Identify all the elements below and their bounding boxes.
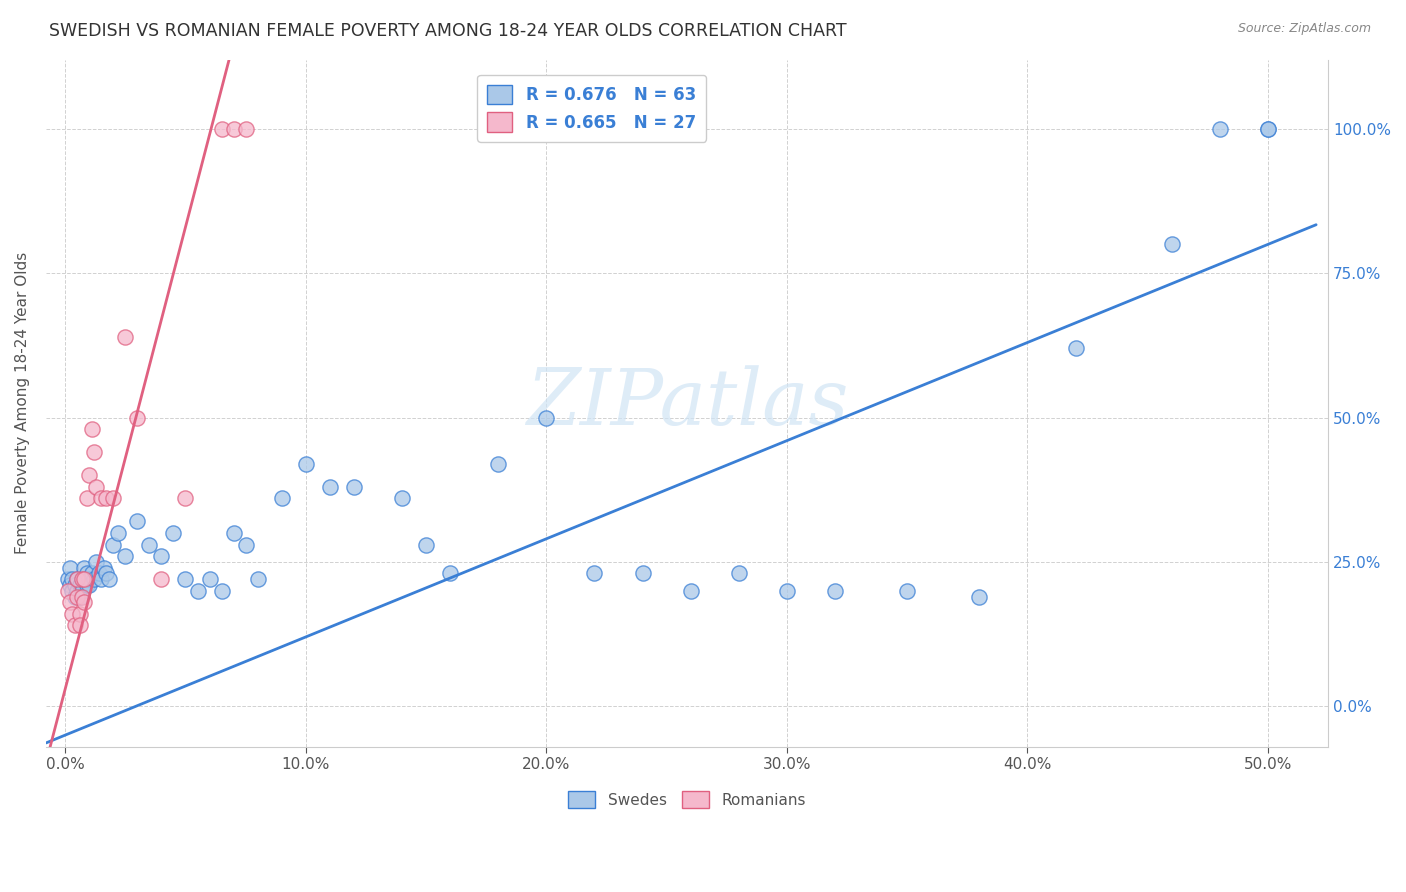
Point [62, 583, 84, 598]
Point [56, 572, 79, 586]
Point [86, 480, 108, 494]
Point [222, 121, 245, 136]
Text: SWEDISH VS ROMANIAN FEMALE POVERTY AMONG 18-24 YEAR OLDS CORRELATION CHART: SWEDISH VS ROMANIAN FEMALE POVERTY AMONG… [49, 22, 846, 40]
Point [76, 578, 98, 592]
Point [969, 590, 991, 604]
Point [391, 491, 413, 506]
Point [150, 572, 173, 586]
Point [90, 491, 112, 506]
Point [127, 410, 149, 425]
Point [56, 583, 79, 598]
Point [127, 515, 149, 529]
Point [536, 410, 558, 425]
Point [107, 526, 129, 541]
Point [69, 618, 91, 632]
Point [73, 572, 96, 586]
Point [69, 578, 91, 592]
Point [235, 538, 257, 552]
Point [97, 572, 120, 586]
Point [66, 583, 89, 598]
Point [93, 560, 115, 574]
Point [73, 572, 96, 586]
Point [174, 572, 197, 586]
Point [1257, 121, 1279, 136]
Point [70, 590, 93, 604]
Point [86, 555, 108, 569]
Legend: Swedes, Romanians: Swedes, Romanians [562, 785, 813, 814]
Point [415, 538, 437, 552]
Point [1064, 341, 1087, 355]
Point [77, 578, 100, 592]
Point [486, 457, 509, 471]
Point [66, 572, 89, 586]
Point [63, 618, 86, 632]
Point [824, 583, 846, 598]
Text: ZIPatlas: ZIPatlas [526, 365, 848, 442]
Point [211, 121, 233, 136]
Point [66, 590, 89, 604]
Point [294, 457, 316, 471]
Point [776, 583, 799, 598]
Point [138, 538, 160, 552]
Point [439, 566, 461, 581]
Point [94, 566, 117, 581]
Point [63, 578, 86, 592]
Point [90, 572, 112, 586]
Point [62, 607, 84, 621]
Point [114, 329, 136, 343]
Point [70, 583, 93, 598]
Point [63, 590, 86, 604]
Point [1257, 121, 1279, 136]
Point [83, 572, 105, 586]
Point [150, 549, 173, 563]
Point [198, 572, 221, 586]
Point [343, 480, 366, 494]
Point [62, 572, 84, 586]
Point [186, 583, 208, 598]
Point [270, 491, 292, 506]
Point [896, 583, 918, 598]
Point [77, 468, 100, 483]
Point [70, 572, 93, 586]
Point [76, 566, 98, 581]
Point [94, 491, 117, 506]
Y-axis label: Female Poverty Among 18-24 Year Olds: Female Poverty Among 18-24 Year Olds [15, 252, 30, 554]
Point [77, 572, 100, 586]
Point [69, 590, 91, 604]
Point [83, 445, 105, 459]
Point [66, 572, 89, 586]
Point [246, 572, 269, 586]
Point [114, 549, 136, 563]
Point [103, 538, 125, 552]
Point [70, 572, 93, 586]
Point [87, 566, 110, 581]
Point [583, 566, 606, 581]
Text: Source: ZipAtlas.com: Source: ZipAtlas.com [1237, 22, 1371, 36]
Point [727, 566, 749, 581]
Point [103, 491, 125, 506]
Point [73, 595, 96, 609]
Point [76, 491, 98, 506]
Point [59, 560, 82, 574]
Point [174, 491, 197, 506]
Point [211, 583, 233, 598]
Point [679, 583, 702, 598]
Point [631, 566, 654, 581]
Point [162, 526, 184, 541]
Point [222, 526, 245, 541]
Point [80, 566, 103, 581]
Point [319, 480, 342, 494]
Point [235, 121, 257, 136]
Point [73, 560, 96, 574]
Point [1209, 121, 1232, 136]
Point [59, 595, 82, 609]
Point [1160, 237, 1182, 252]
Point [59, 578, 82, 592]
Point [80, 422, 103, 436]
Point [69, 607, 91, 621]
